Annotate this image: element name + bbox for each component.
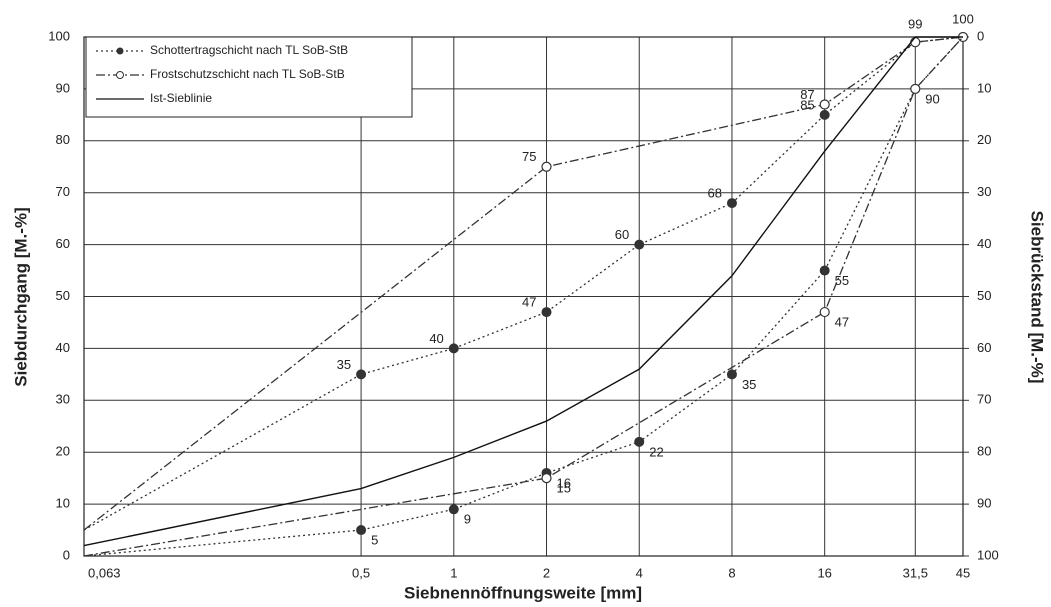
legend-marker bbox=[116, 47, 124, 55]
y-tick-label: 10 bbox=[56, 496, 70, 511]
y2-tick-label: 10 bbox=[977, 80, 991, 95]
marker bbox=[726, 198, 737, 209]
y2-tick-label: 90 bbox=[977, 496, 991, 511]
data-label: 15 bbox=[557, 481, 571, 496]
legend: Schottertragschicht nach TL SoB-StB Frost… bbox=[85, 36, 413, 118]
y2-tick-label: 20 bbox=[977, 132, 991, 147]
x-tick-label: 4 bbox=[636, 565, 643, 580]
y-tick-label: 0 bbox=[63, 547, 70, 562]
y2-tick-label: 30 bbox=[977, 184, 991, 199]
data-label: 60 bbox=[615, 227, 629, 242]
legend-label: Frostschutzschicht nach TL SoB-StB bbox=[150, 67, 345, 81]
marker bbox=[726, 369, 737, 380]
legend-label: Schottertragschicht nach TL SoB-StB bbox=[150, 43, 348, 57]
legend-marker bbox=[116, 71, 124, 79]
series-line bbox=[83, 36, 964, 557]
marker bbox=[356, 525, 367, 536]
marker bbox=[819, 99, 830, 110]
data-label: 100 bbox=[952, 11, 974, 26]
data-label: 87 bbox=[800, 87, 814, 102]
y-tick-label: 60 bbox=[56, 236, 70, 251]
data-label: 35 bbox=[742, 377, 756, 392]
y-tick-label: 50 bbox=[56, 288, 70, 303]
data-label: 55 bbox=[835, 273, 849, 288]
marker bbox=[910, 83, 921, 95]
y2-tick-label: 80 bbox=[977, 444, 991, 459]
y2-tick-label: 0 bbox=[977, 28, 984, 43]
y-tick-label: 90 bbox=[56, 80, 70, 95]
data-label: 16 bbox=[557, 475, 571, 490]
data-label: 40 bbox=[429, 331, 443, 346]
x-tick-label: 8 bbox=[728, 565, 735, 580]
y2-tick-label: 60 bbox=[977, 340, 991, 355]
series-line bbox=[83, 36, 964, 531]
data-label: 35 bbox=[337, 357, 351, 372]
marker bbox=[819, 109, 830, 120]
data-label: 75 bbox=[522, 149, 536, 164]
x-tick-label: 2 bbox=[543, 565, 550, 580]
y2-tick-label: 70 bbox=[977, 392, 991, 407]
x-tick-label: 0,5 bbox=[352, 565, 370, 580]
x-tick-label: 16 bbox=[817, 565, 831, 580]
data-label: 47 bbox=[522, 295, 536, 310]
data-label: 47 bbox=[835, 315, 849, 330]
data-label: 99 bbox=[908, 17, 922, 32]
marker bbox=[634, 436, 645, 447]
marker bbox=[541, 307, 552, 318]
x-tick-label: 45 bbox=[956, 565, 970, 580]
y-tick-label: 30 bbox=[56, 392, 70, 407]
data-label: 5 bbox=[371, 532, 378, 547]
y-tick-label: 40 bbox=[56, 340, 70, 355]
marker bbox=[541, 473, 552, 484]
marker bbox=[819, 306, 830, 318]
x-tick-label: 1 bbox=[450, 565, 457, 580]
y2-tick-label: 40 bbox=[977, 236, 991, 251]
marker bbox=[819, 265, 830, 276]
y2-axis-title: Siebrückstand [M.-%] bbox=[1028, 211, 1047, 384]
x-tick-label: 0,063 bbox=[88, 565, 121, 580]
y-tick-label: 100 bbox=[48, 28, 70, 43]
x-tick-label: 31,5 bbox=[903, 565, 928, 580]
data-label: 68 bbox=[707, 186, 721, 201]
marker bbox=[634, 239, 645, 250]
plot-frame bbox=[83, 36, 964, 557]
data-label: 22 bbox=[649, 444, 663, 459]
marker bbox=[356, 369, 367, 380]
legend-box bbox=[85, 36, 413, 118]
y-axis-title: Siebdurchgang [M.-%] bbox=[11, 207, 30, 386]
marker bbox=[448, 343, 459, 354]
series-line bbox=[83, 36, 963, 547]
y2-tick-label: 50 bbox=[977, 288, 991, 303]
y-tick-label: 80 bbox=[56, 132, 70, 147]
y-tick-label: 70 bbox=[56, 184, 70, 199]
data-label: 9 bbox=[464, 512, 471, 527]
marker bbox=[910, 37, 921, 48]
legend-label: Ist-Sieblinie bbox=[150, 91, 212, 105]
y2-tick-label: 100 bbox=[977, 547, 999, 562]
data-label: 90 bbox=[925, 91, 939, 106]
x-axis-title: Siebnennöffnungsweite [mm] bbox=[404, 583, 642, 602]
y-tick-label: 20 bbox=[56, 444, 70, 459]
marker bbox=[448, 504, 459, 515]
marker bbox=[541, 161, 552, 172]
